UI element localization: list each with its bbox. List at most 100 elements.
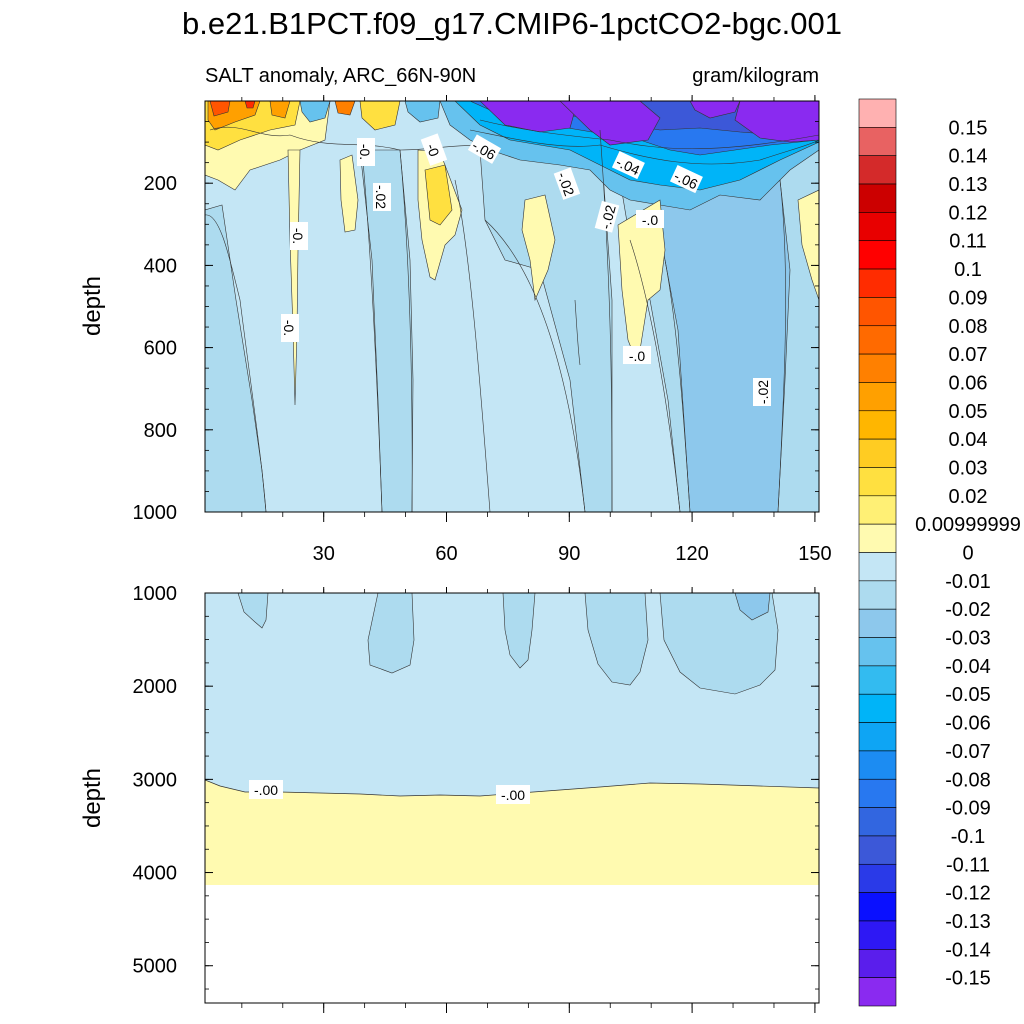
colorbar-label: 0.14 bbox=[949, 146, 988, 168]
upper-contour-region bbox=[269, 101, 291, 119]
upper-contour-region bbox=[339, 154, 359, 233]
colorbar-label: 0.07 bbox=[949, 344, 988, 366]
contour-label: -0. bbox=[290, 222, 308, 250]
colorbar-label: -0.02 bbox=[945, 599, 991, 621]
upper-contour-line bbox=[574, 299, 581, 366]
colorbar-box bbox=[858, 127, 897, 156]
svg-text:-.02: -.02 bbox=[755, 380, 771, 404]
colorbar-box bbox=[858, 353, 897, 383]
x-tick-label: 150 bbox=[798, 543, 831, 565]
colorbar-box bbox=[858, 750, 897, 780]
contour-label: -.02 bbox=[373, 183, 391, 211]
colorbar-box bbox=[858, 212, 897, 242]
svg-text:-.02: -.02 bbox=[554, 170, 577, 198]
colorbar-box bbox=[858, 722, 897, 752]
colorbar-label: 0.12 bbox=[949, 202, 988, 224]
colorbar-box bbox=[858, 835, 897, 865]
svg-text:-0: -0 bbox=[423, 141, 442, 158]
upper-contour-line bbox=[469, 129, 819, 165]
lower-contour-region bbox=[205, 780, 819, 885]
colorbar-label: 0.03 bbox=[949, 457, 988, 479]
y-tick-label: 5000 bbox=[133, 956, 178, 978]
svg-text:-.0: -.0 bbox=[629, 348, 646, 364]
colorbar-label: 0.00999999 bbox=[915, 514, 1021, 536]
contour-label: -.00 bbox=[249, 780, 283, 799]
colorbar-box bbox=[858, 98, 897, 128]
colorbar-label: -0.09 bbox=[945, 798, 991, 820]
lower-contour-region bbox=[734, 593, 771, 621]
upper-contour-line bbox=[484, 219, 586, 512]
colorbar-box bbox=[858, 637, 897, 667]
colorbar-box bbox=[858, 467, 897, 497]
colorbar-box bbox=[858, 920, 897, 950]
colorbar-box bbox=[858, 977, 897, 1007]
upper-contour-region bbox=[299, 101, 331, 123]
upper-contour-region bbox=[287, 149, 301, 406]
svg-text:-0.: -0. bbox=[357, 144, 373, 160]
y-tick-label: 400 bbox=[144, 255, 177, 277]
upper-panel: -0.-0.-0.-.02-0 -.06-.04-.06-.02-.02 -.0-.… bbox=[133, 95, 820, 524]
contour-label: -0 bbox=[420, 133, 448, 166]
colorbar-box bbox=[858, 495, 897, 525]
colorbar-label: -0.08 bbox=[945, 769, 991, 791]
colorbar-label: 0.05 bbox=[949, 401, 988, 423]
lower-contour-region bbox=[205, 593, 819, 796]
colorbar-box bbox=[858, 580, 897, 610]
upper-contour-line bbox=[209, 126, 501, 151]
lower-y-axis: 1000 2000 3000 4000 5000 bbox=[133, 583, 819, 1013]
chart-left-subtitle: SALT anomaly, ARC_66N-90N bbox=[205, 65, 476, 87]
colorbar: 0.15 0.14 0.13 0.12 0.11 0.1 0.09 0.08 0.07 0.06 0… bbox=[858, 98, 1021, 1007]
upper-contour-line bbox=[629, 239, 681, 512]
lower-panel: -.00 -.00 1000 2000 3000 4000 5000 bbox=[133, 583, 820, 1013]
upper-y-axis: 200 400 600 800 1000 bbox=[133, 95, 819, 524]
colorbar-box bbox=[858, 325, 897, 355]
x-tick-label: 90 bbox=[558, 543, 580, 565]
y-tick-label: 200 bbox=[144, 173, 177, 195]
colorbar-box bbox=[858, 949, 897, 978]
upper-contour-region bbox=[359, 101, 401, 131]
colorbar-label: 0.15 bbox=[949, 117, 988, 139]
contour-label: -0. bbox=[281, 314, 299, 342]
upper-contour-line bbox=[479, 119, 819, 150]
upper-contour-line bbox=[205, 214, 267, 512]
colorbar-label: -0.11 bbox=[946, 854, 990, 876]
svg-text:-.02: -.02 bbox=[373, 185, 389, 209]
lower-contour-region bbox=[237, 593, 269, 629]
colorbar-box bbox=[858, 693, 897, 723]
upper-contour-region bbox=[205, 204, 267, 512]
colorbar-label: 0 bbox=[962, 543, 973, 565]
contour-label: -.02 bbox=[753, 378, 771, 406]
colorbar-label: -0.07 bbox=[945, 741, 991, 763]
contour-label: -.0 bbox=[636, 210, 664, 228]
colorbar-label: 0.06 bbox=[949, 372, 988, 394]
colorbar-box bbox=[858, 410, 897, 440]
upper-contour-region bbox=[334, 101, 356, 116]
colorbar-label: 0.11 bbox=[949, 231, 986, 253]
colorbar-box bbox=[858, 807, 897, 837]
lower-y-axis-title: depth bbox=[79, 768, 106, 828]
colorbar-box bbox=[858, 608, 897, 638]
upper-contour-region bbox=[654, 179, 791, 512]
upper-contour-region bbox=[521, 194, 556, 302]
lower-contour-region bbox=[367, 593, 415, 674]
colorbar-box bbox=[858, 665, 897, 695]
colorbar-box bbox=[858, 268, 897, 298]
lower-plot-frame bbox=[204, 592, 820, 1004]
colorbar-label: 0.04 bbox=[949, 429, 988, 451]
chart-title: b.e21.B1PCT.f09_g17.CMIP6-1pctCO2-bgc.00… bbox=[182, 6, 842, 41]
colorbar-box bbox=[858, 552, 897, 582]
colorbar-box bbox=[858, 523, 897, 553]
colorbar-box bbox=[858, 778, 897, 808]
svg-text:-.02: -.02 bbox=[597, 203, 619, 231]
y-tick-label: 1000 bbox=[133, 502, 178, 524]
colorbar-label: -0.12 bbox=[945, 883, 991, 905]
x-tick-label: 30 bbox=[313, 543, 335, 565]
colorbar-label: 0.1 bbox=[954, 259, 982, 281]
upper-contour-line bbox=[454, 179, 491, 512]
contour-label: -.0 bbox=[623, 346, 651, 364]
lower-contour-region bbox=[502, 593, 536, 669]
svg-text:-0.: -0. bbox=[290, 228, 306, 244]
colorbar-box bbox=[858, 297, 897, 327]
colorbar-box bbox=[858, 892, 897, 922]
